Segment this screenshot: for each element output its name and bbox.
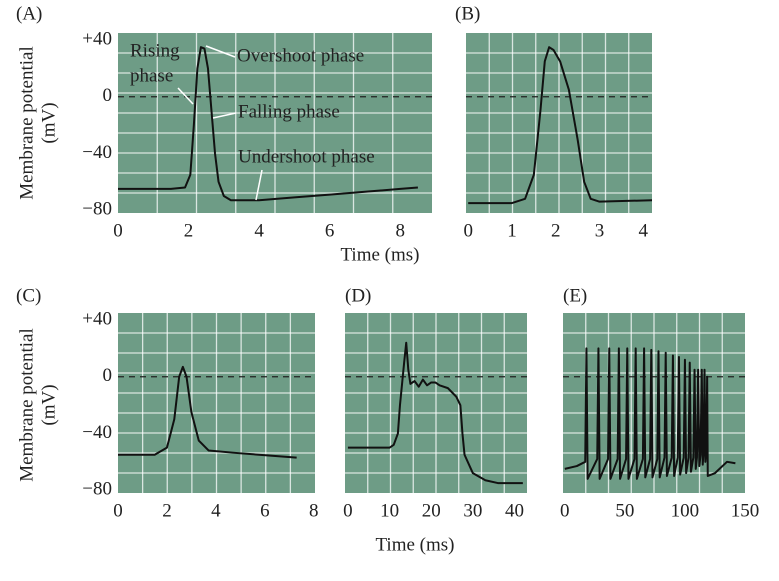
y-axis-label: Membrane potential xyxy=(16,46,37,200)
y-tick-label: 0 xyxy=(103,85,113,106)
x-tick-label: 4 xyxy=(254,220,264,241)
x-tick-label: 10 xyxy=(380,500,399,521)
x-tick-label: 30 xyxy=(463,500,482,521)
y-tick-label: −40 xyxy=(82,142,112,163)
annotation-leader xyxy=(255,169,263,201)
trace xyxy=(347,341,523,485)
annotation: Overshoot phase xyxy=(237,45,364,66)
x-tick-label: 100 xyxy=(671,500,700,521)
x-tick-label: 2 xyxy=(184,220,194,241)
y-tick-label: +40 xyxy=(82,308,112,329)
x-tick-label: 0 xyxy=(113,220,123,241)
annotation: Falling phase xyxy=(238,101,340,122)
trace xyxy=(468,46,653,205)
y-tick-label: −80 xyxy=(82,479,112,500)
x-tick-label: 4 xyxy=(638,220,648,241)
y-axis-label: Membrane potential xyxy=(16,328,37,482)
panel-label: (B) xyxy=(455,3,480,24)
x-tick-label: 0 xyxy=(560,500,570,521)
annotation-leader xyxy=(177,87,194,105)
annotation-leader xyxy=(212,112,237,119)
x-tick-label: 0 xyxy=(113,500,123,521)
x-tick-label: 3 xyxy=(595,220,605,241)
y-tick-label: −40 xyxy=(82,422,112,443)
y-tick-label: +40 xyxy=(82,28,112,49)
x-tick-label: 0 xyxy=(463,220,473,241)
annotation: Undershoot phase xyxy=(238,146,375,167)
x-tick-label: 1 xyxy=(507,220,517,241)
x-tick-label: 8 xyxy=(309,500,319,521)
x-tick-label: 0 xyxy=(343,500,353,521)
x-tick-label: 2 xyxy=(551,220,561,241)
x-tick-label: 6 xyxy=(325,220,335,241)
panel-label: (A) xyxy=(16,3,42,24)
x-tick-label: 50 xyxy=(615,500,634,521)
panel-label: (D) xyxy=(345,285,371,306)
x-axis-label: Time (ms) xyxy=(340,244,419,265)
x-tick-label: 8 xyxy=(395,220,405,241)
y-tick-label: 0 xyxy=(103,365,113,386)
trace xyxy=(118,46,418,202)
annotation: phase xyxy=(130,65,173,86)
panel-label: (C) xyxy=(16,285,41,306)
trace xyxy=(564,347,736,480)
annotation-leader xyxy=(205,45,236,58)
y-axis-label: (mV) xyxy=(38,102,59,143)
panel-label: (E) xyxy=(563,285,587,306)
x-tick-label: 4 xyxy=(211,500,221,521)
x-tick-label: 6 xyxy=(260,500,270,521)
x-tick-label: 150 xyxy=(731,500,760,521)
x-tick-label: 20 xyxy=(422,500,441,521)
annotation: Rising xyxy=(130,40,180,61)
x-axis-label: Time (ms) xyxy=(375,534,454,555)
x-tick-label: 2 xyxy=(162,500,172,521)
y-tick-label: −80 xyxy=(82,199,112,220)
y-axis-label: (mV) xyxy=(38,384,59,425)
x-tick-label: 40 xyxy=(505,500,524,521)
trace xyxy=(118,365,297,459)
